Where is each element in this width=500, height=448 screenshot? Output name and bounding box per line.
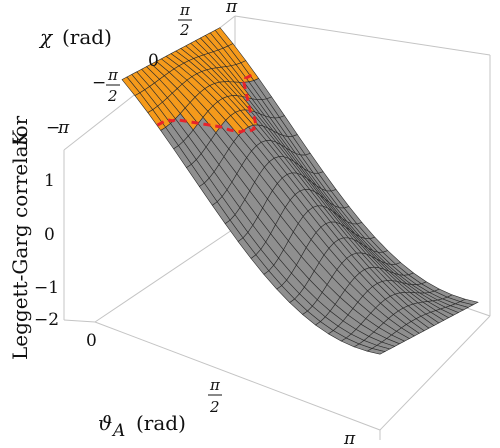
z-axis-ticks: 1 0 −1 −2 bbox=[34, 171, 59, 330]
correlator-surface bbox=[121, 27, 479, 355]
theta-tick-pi: π bbox=[343, 429, 356, 448]
chi-tick-half-pi-den: 2 bbox=[179, 21, 190, 39]
theta-symbol: ϑ bbox=[98, 411, 112, 435]
chi-symbol: χ bbox=[38, 25, 54, 49]
plot-box-front bbox=[94, 315, 491, 440]
chi-tick-minus-pi: π bbox=[57, 118, 70, 138]
chi-tick-minus-half-pi-den: 2 bbox=[107, 87, 118, 105]
chi-tick-half-pi-num: π bbox=[179, 1, 191, 19]
theta-tick-half-pi-den: 2 bbox=[209, 398, 220, 416]
chi-tick-minus-half-pi-sign: − bbox=[92, 73, 106, 93]
z-axis-label: Leggett-Garg correlator K bbox=[8, 115, 32, 360]
chi-tick-pi: π bbox=[225, 0, 238, 17]
z-axis-text: Leggett-Garg correlator bbox=[8, 115, 32, 360]
chi-tick-minus-pi-sign: − bbox=[46, 118, 60, 138]
chi-unit: (rad) bbox=[62, 25, 112, 49]
chi-tick-minus-half-pi-num: π bbox=[107, 66, 119, 84]
z-axis-var: K bbox=[8, 130, 32, 147]
theta-tick-zero: 0 bbox=[86, 331, 97, 351]
theta-axis-ticks: 0 π 2 π bbox=[86, 331, 356, 448]
theta-tick-half-pi-num: π bbox=[209, 376, 221, 394]
chi-tick-zero: 0 bbox=[148, 51, 159, 71]
theta-subscript: A bbox=[111, 421, 125, 441]
z-tick-minus-1: −1 bbox=[34, 278, 59, 298]
z-tick-1: 1 bbox=[44, 171, 55, 191]
z-tick-minus-2: −2 bbox=[34, 310, 59, 330]
theta-axis-label: ϑ A (rad) bbox=[98, 411, 186, 441]
chi-axis-label: χ (rad) bbox=[38, 25, 112, 49]
surface-patch bbox=[366, 348, 386, 355]
violation-boundary-curve bbox=[156, 71, 258, 134]
z-tick-0: 0 bbox=[44, 225, 55, 245]
chi-axis-ticks: π 2 π 0 − π 2 − π bbox=[46, 0, 238, 138]
theta-unit: (rad) bbox=[136, 411, 186, 435]
